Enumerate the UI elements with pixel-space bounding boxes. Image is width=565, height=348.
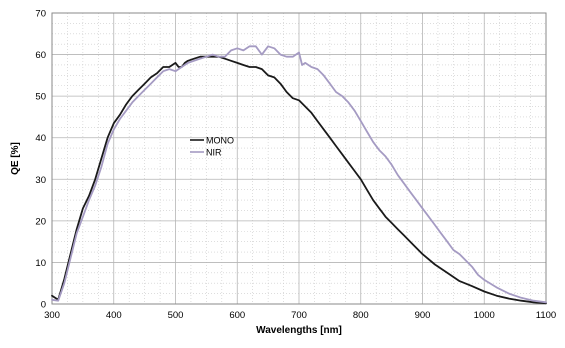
x-tick-label: 1000 xyxy=(474,310,495,321)
x-tick-label: 700 xyxy=(291,310,307,321)
x-tick-label: 800 xyxy=(353,310,369,321)
y-tick-label: 20 xyxy=(35,216,46,227)
major-grid xyxy=(51,12,547,305)
series-layer xyxy=(51,45,547,305)
x-tick-label: 1100 xyxy=(536,310,556,321)
y-axis-label: QE [%] xyxy=(10,142,21,175)
series-line-mono xyxy=(51,55,547,305)
y-tick-label: 50 xyxy=(35,92,46,103)
x-axis-label: Wavelengths [nm] xyxy=(256,325,342,336)
x-tick-label: 300 xyxy=(44,310,60,321)
y-tick-label: 0 xyxy=(41,300,46,311)
y-tick-label: 70 xyxy=(35,9,46,20)
y-tick-label: 30 xyxy=(35,175,46,186)
y-tick-label: 10 xyxy=(35,258,46,269)
x-tick-label: 400 xyxy=(106,310,122,321)
x-tick-labels: 300 400 500 600 700 800 900 1000 1100 xyxy=(44,310,556,321)
y-tick-label: 60 xyxy=(35,50,46,61)
x-tick-label: 900 xyxy=(415,310,431,321)
legend-label-mono: MONO xyxy=(206,136,234,146)
plot-frame xyxy=(51,12,547,305)
legend-label-nir: NIR xyxy=(206,148,222,158)
y-tick-labels: 0 10 20 30 40 50 60 70 xyxy=(35,9,46,311)
series-line-nir xyxy=(51,45,547,304)
y-tick-label: 40 xyxy=(35,133,46,144)
x-tick-label: 500 xyxy=(168,310,184,321)
legend: MONO NIR xyxy=(190,136,234,158)
x-tick-label: 600 xyxy=(229,310,245,321)
